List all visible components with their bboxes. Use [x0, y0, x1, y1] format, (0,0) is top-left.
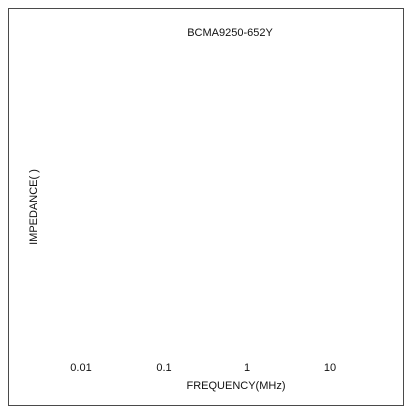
chart-frame: [8, 8, 404, 406]
x-tick-label: 0.01: [70, 362, 91, 374]
x-tick-labels: 0.01 0.1 1 10: [70, 362, 336, 374]
x-tick-label: 0.1: [156, 362, 171, 374]
x-tick-label: 1: [244, 362, 250, 374]
x-axis-label: FREQUENCY(MHz): [187, 380, 286, 392]
x-tick-label: 10: [324, 362, 336, 374]
y-axis-label: IMPEDANCE( ): [28, 169, 40, 245]
chart-title: BCMA9250-652Y: [187, 27, 273, 39]
